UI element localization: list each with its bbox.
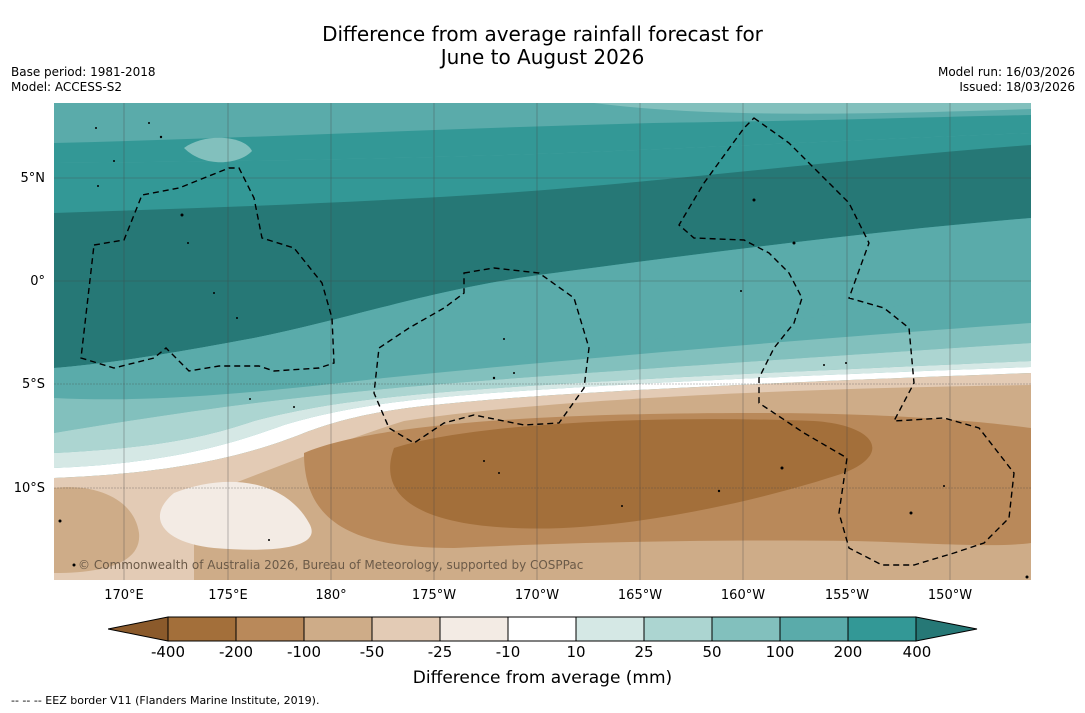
lon-tick-170w: 170°W: [514, 588, 560, 603]
lon-tick-165w: 165°W: [617, 588, 663, 603]
colorbar-swatch: [371, 616, 441, 642]
lon-tick-175e: 175°E: [208, 588, 248, 603]
colorbar-label: 400: [902, 643, 932, 661]
colorbar: [108, 616, 978, 642]
meta-left: Base period: 1981-2018 Model: ACCESS-S2: [11, 65, 156, 95]
lon-tick-160w: 160°W: [720, 588, 766, 603]
colorbar-label: -50: [359, 643, 385, 661]
colorbar-swatch: [507, 616, 577, 642]
lon-tick-155w: 155°W: [824, 588, 870, 603]
eez-legend: -- -- -- EEZ border V11 (Flanders Marine…: [11, 694, 320, 707]
colorbar-label: -25: [427, 643, 453, 661]
rainfall-map: [54, 103, 1031, 580]
colorbar-swatch: [439, 616, 509, 642]
base-period: Base period: 1981-2018: [11, 65, 156, 79]
colorbar-title: Difference from average (mm): [412, 668, 673, 688]
model-name: Model: ACCESS-S2: [11, 80, 123, 94]
lat-tick-10s: 10°S: [13, 481, 45, 496]
lat-tick-0: 0°: [30, 274, 45, 289]
model-run: Model run: 16/03/2026: [937, 65, 1075, 79]
colorbar-left-arrow-icon: [108, 616, 169, 642]
colorbar-swatch: [779, 616, 849, 642]
colorbar-swatch: [643, 616, 713, 642]
colorbar-label: -100: [286, 643, 322, 661]
colorbar-label: 25: [634, 643, 654, 661]
lon-tick-170e: 170°E: [104, 588, 144, 603]
colorbar-label: -200: [218, 643, 254, 661]
colorbar-label: 200: [833, 643, 863, 661]
issued-date: Issued: 18/03/2026: [959, 80, 1075, 94]
colorbar-label: 10: [566, 643, 586, 661]
colorbar-label: 100: [765, 643, 795, 661]
graticule: [54, 103, 1031, 580]
lon-tick-180: 180°: [315, 588, 347, 603]
colorbar-swatch: [711, 616, 781, 642]
colorbar-label: -10: [495, 643, 521, 661]
map-title-line1: Difference from average rainfall forecas…: [322, 22, 763, 46]
colorbar-swatch: [847, 616, 917, 642]
lon-tick-150w: 150°W: [927, 588, 973, 603]
colorbar-right-arrow-icon: [915, 616, 978, 642]
colorbar-swatch: [167, 616, 237, 642]
colorbar-label: 50: [702, 643, 722, 661]
colorbar-swatch: [235, 616, 305, 642]
colorbar-swatch: [303, 616, 373, 642]
eez-borders: [80, 117, 1015, 566]
colorbar-swatch: [575, 616, 645, 642]
map-title-line2: June to August 2026: [440, 45, 645, 69]
meta-right: Model run: 16/03/2026 Issued: 18/03/2026: [938, 65, 1075, 95]
islands: [58, 122, 1029, 579]
lon-tick-175w: 175°W: [411, 588, 457, 603]
copyright-notice: © Commonwealth of Australia 2026, Bureau…: [78, 558, 584, 572]
lat-tick-5s: 5°S: [21, 377, 45, 392]
colorbar-label: -400: [150, 643, 186, 661]
lat-tick-5n: 5°N: [20, 171, 46, 186]
